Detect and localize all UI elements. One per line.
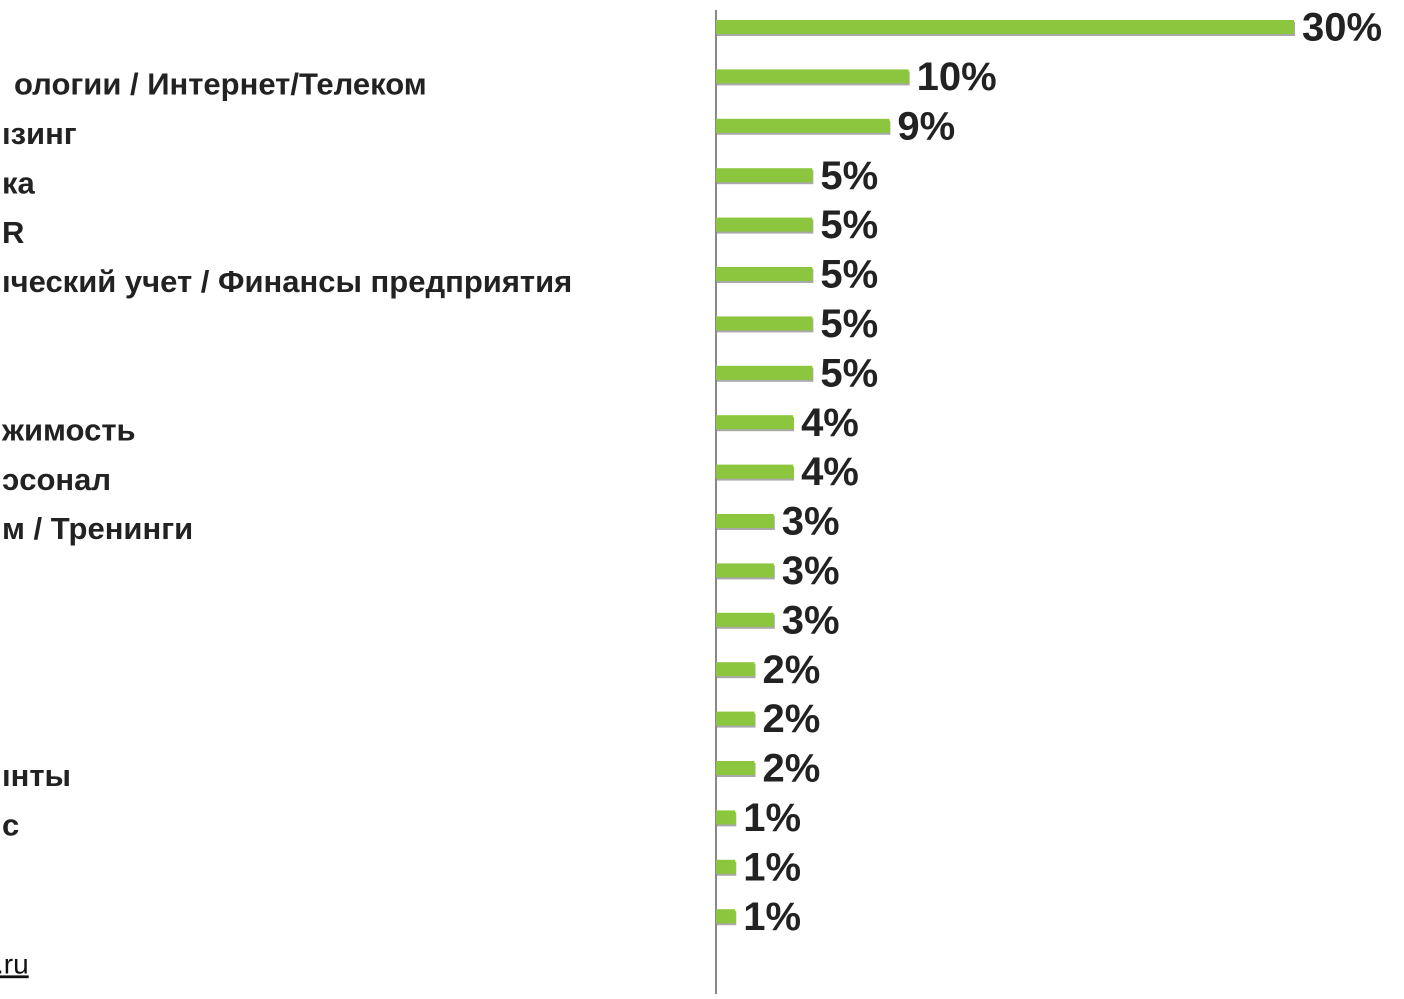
bar xyxy=(716,118,890,133)
bar xyxy=(716,217,813,232)
value-label: 4% xyxy=(801,401,859,445)
bar xyxy=(716,612,774,627)
bar xyxy=(716,415,794,430)
category-label: c xyxy=(2,808,19,843)
value-label: 3% xyxy=(782,598,840,642)
bar xyxy=(716,365,813,380)
value-label: 5% xyxy=(820,203,878,247)
value-label: 5% xyxy=(820,154,878,198)
value-label: 5% xyxy=(820,253,878,297)
bar xyxy=(716,761,755,775)
value-label: 1% xyxy=(743,845,801,889)
category-label: ологии / Интернет/Телеком xyxy=(14,67,427,102)
bar xyxy=(716,662,755,677)
bar xyxy=(716,514,774,528)
category-label: м / Тренинги xyxy=(2,511,193,546)
value-label: 1% xyxy=(743,895,801,939)
value-label: 1% xyxy=(743,796,801,840)
category-label: ıзинг xyxy=(2,116,77,151)
value-label: 5% xyxy=(820,351,878,395)
category-label: ıческий учет / Финансы предприятия xyxy=(2,264,572,299)
bar xyxy=(716,168,813,183)
bar xyxy=(716,859,736,874)
value-label: 2% xyxy=(763,747,821,791)
category-label: ıнты xyxy=(2,758,71,793)
bar xyxy=(716,267,813,281)
value-label: 3% xyxy=(782,500,840,544)
source-link[interactable]: .ru xyxy=(0,948,29,979)
category-label: ɔсонал xyxy=(2,462,111,497)
bar xyxy=(716,20,1294,34)
value-label: 10% xyxy=(917,55,997,99)
value-label: 4% xyxy=(801,450,859,494)
bar xyxy=(716,909,736,924)
bar xyxy=(716,711,755,726)
value-label: 2% xyxy=(763,697,821,741)
value-label: 3% xyxy=(782,549,840,593)
category-label: ка xyxy=(2,165,36,200)
value-label: 2% xyxy=(763,648,821,692)
bar xyxy=(716,316,813,331)
category-label: жимость xyxy=(1,412,136,447)
value-label: 9% xyxy=(897,104,955,148)
bar xyxy=(716,464,794,479)
value-label: 5% xyxy=(820,302,878,346)
bar xyxy=(716,563,774,578)
bar xyxy=(716,810,736,825)
value-label: 30% xyxy=(1302,6,1382,50)
category-label: R xyxy=(2,215,24,250)
bar xyxy=(716,69,909,84)
